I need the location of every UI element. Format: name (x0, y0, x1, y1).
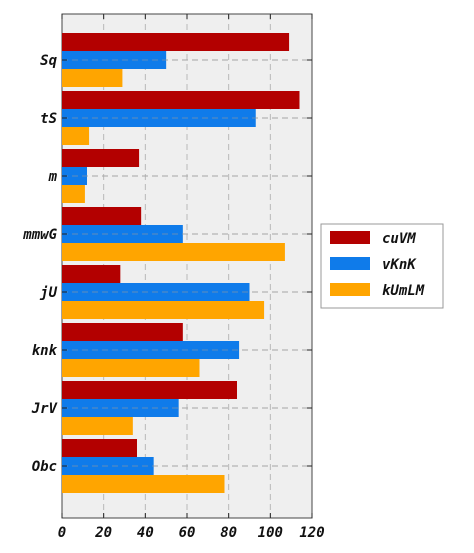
bar-cuVM-tS (62, 91, 300, 109)
bar-cuVM-knk (62, 323, 183, 341)
bar-kUmLM-mmwG (62, 243, 285, 261)
x-axis-ticks: 0 20 40 60 80 100 120 (58, 14, 325, 541)
y-tick-label: JrV (31, 401, 59, 417)
x-tick-label: 0 (58, 525, 66, 541)
bar-cuVM-mmwG (62, 207, 142, 225)
x-tick-label: 100 (258, 525, 283, 541)
bar-kUmLM-jU (62, 301, 265, 319)
x-tick-label: 40 (137, 525, 154, 541)
legend-label: kUmLM (382, 283, 425, 299)
y-tick-label: m (48, 169, 58, 185)
x-tick-label: 60 (179, 525, 196, 541)
legend: cuVM vKnK kUmLM (320, 223, 444, 309)
bar-kUmLM-Obc (62, 475, 225, 493)
bar-vKnK-JrV (62, 399, 179, 417)
legend-label: cuVM (382, 231, 416, 247)
bar-kUmLM-tS (62, 127, 90, 145)
bar-kUmLM-knk (62, 359, 200, 377)
bar-vKnK-knk (62, 341, 240, 359)
bar-cuVM-Obc (62, 439, 137, 457)
y-tick-label: jU (39, 285, 57, 301)
x-tick-label: 80 (220, 525, 237, 541)
bar-cuVM-jU (62, 265, 121, 283)
y-tick-label: tS (40, 111, 57, 127)
bar-kUmLM-Sq (62, 69, 123, 87)
bar-cuVM-m (62, 149, 140, 167)
legend-swatch-vKnK (330, 257, 370, 270)
y-tick-label: knk (32, 343, 58, 359)
bar-cuVM-JrV (62, 381, 237, 399)
bar-kUmLM-m (62, 185, 85, 203)
legend-label: vKnK (382, 257, 417, 273)
y-tick-label: mmwG (22, 227, 57, 243)
bar-cuVM-Sq (62, 33, 290, 51)
legend-swatch-cuVM (330, 231, 370, 244)
legend-swatch-kUmLM (330, 283, 370, 296)
y-tick-label: Sq (40, 53, 57, 69)
y-tick-label: Obc (32, 459, 57, 475)
bar-vKnK-tS (62, 109, 256, 127)
bars-group (62, 33, 312, 493)
bar-kUmLM-JrV (62, 417, 133, 435)
x-tick-label: 20 (94, 525, 112, 541)
y-axis-ticks: Sq tS m mmwG jU knk JrV Obc (22, 53, 312, 475)
x-tick-label: 120 (299, 525, 324, 541)
